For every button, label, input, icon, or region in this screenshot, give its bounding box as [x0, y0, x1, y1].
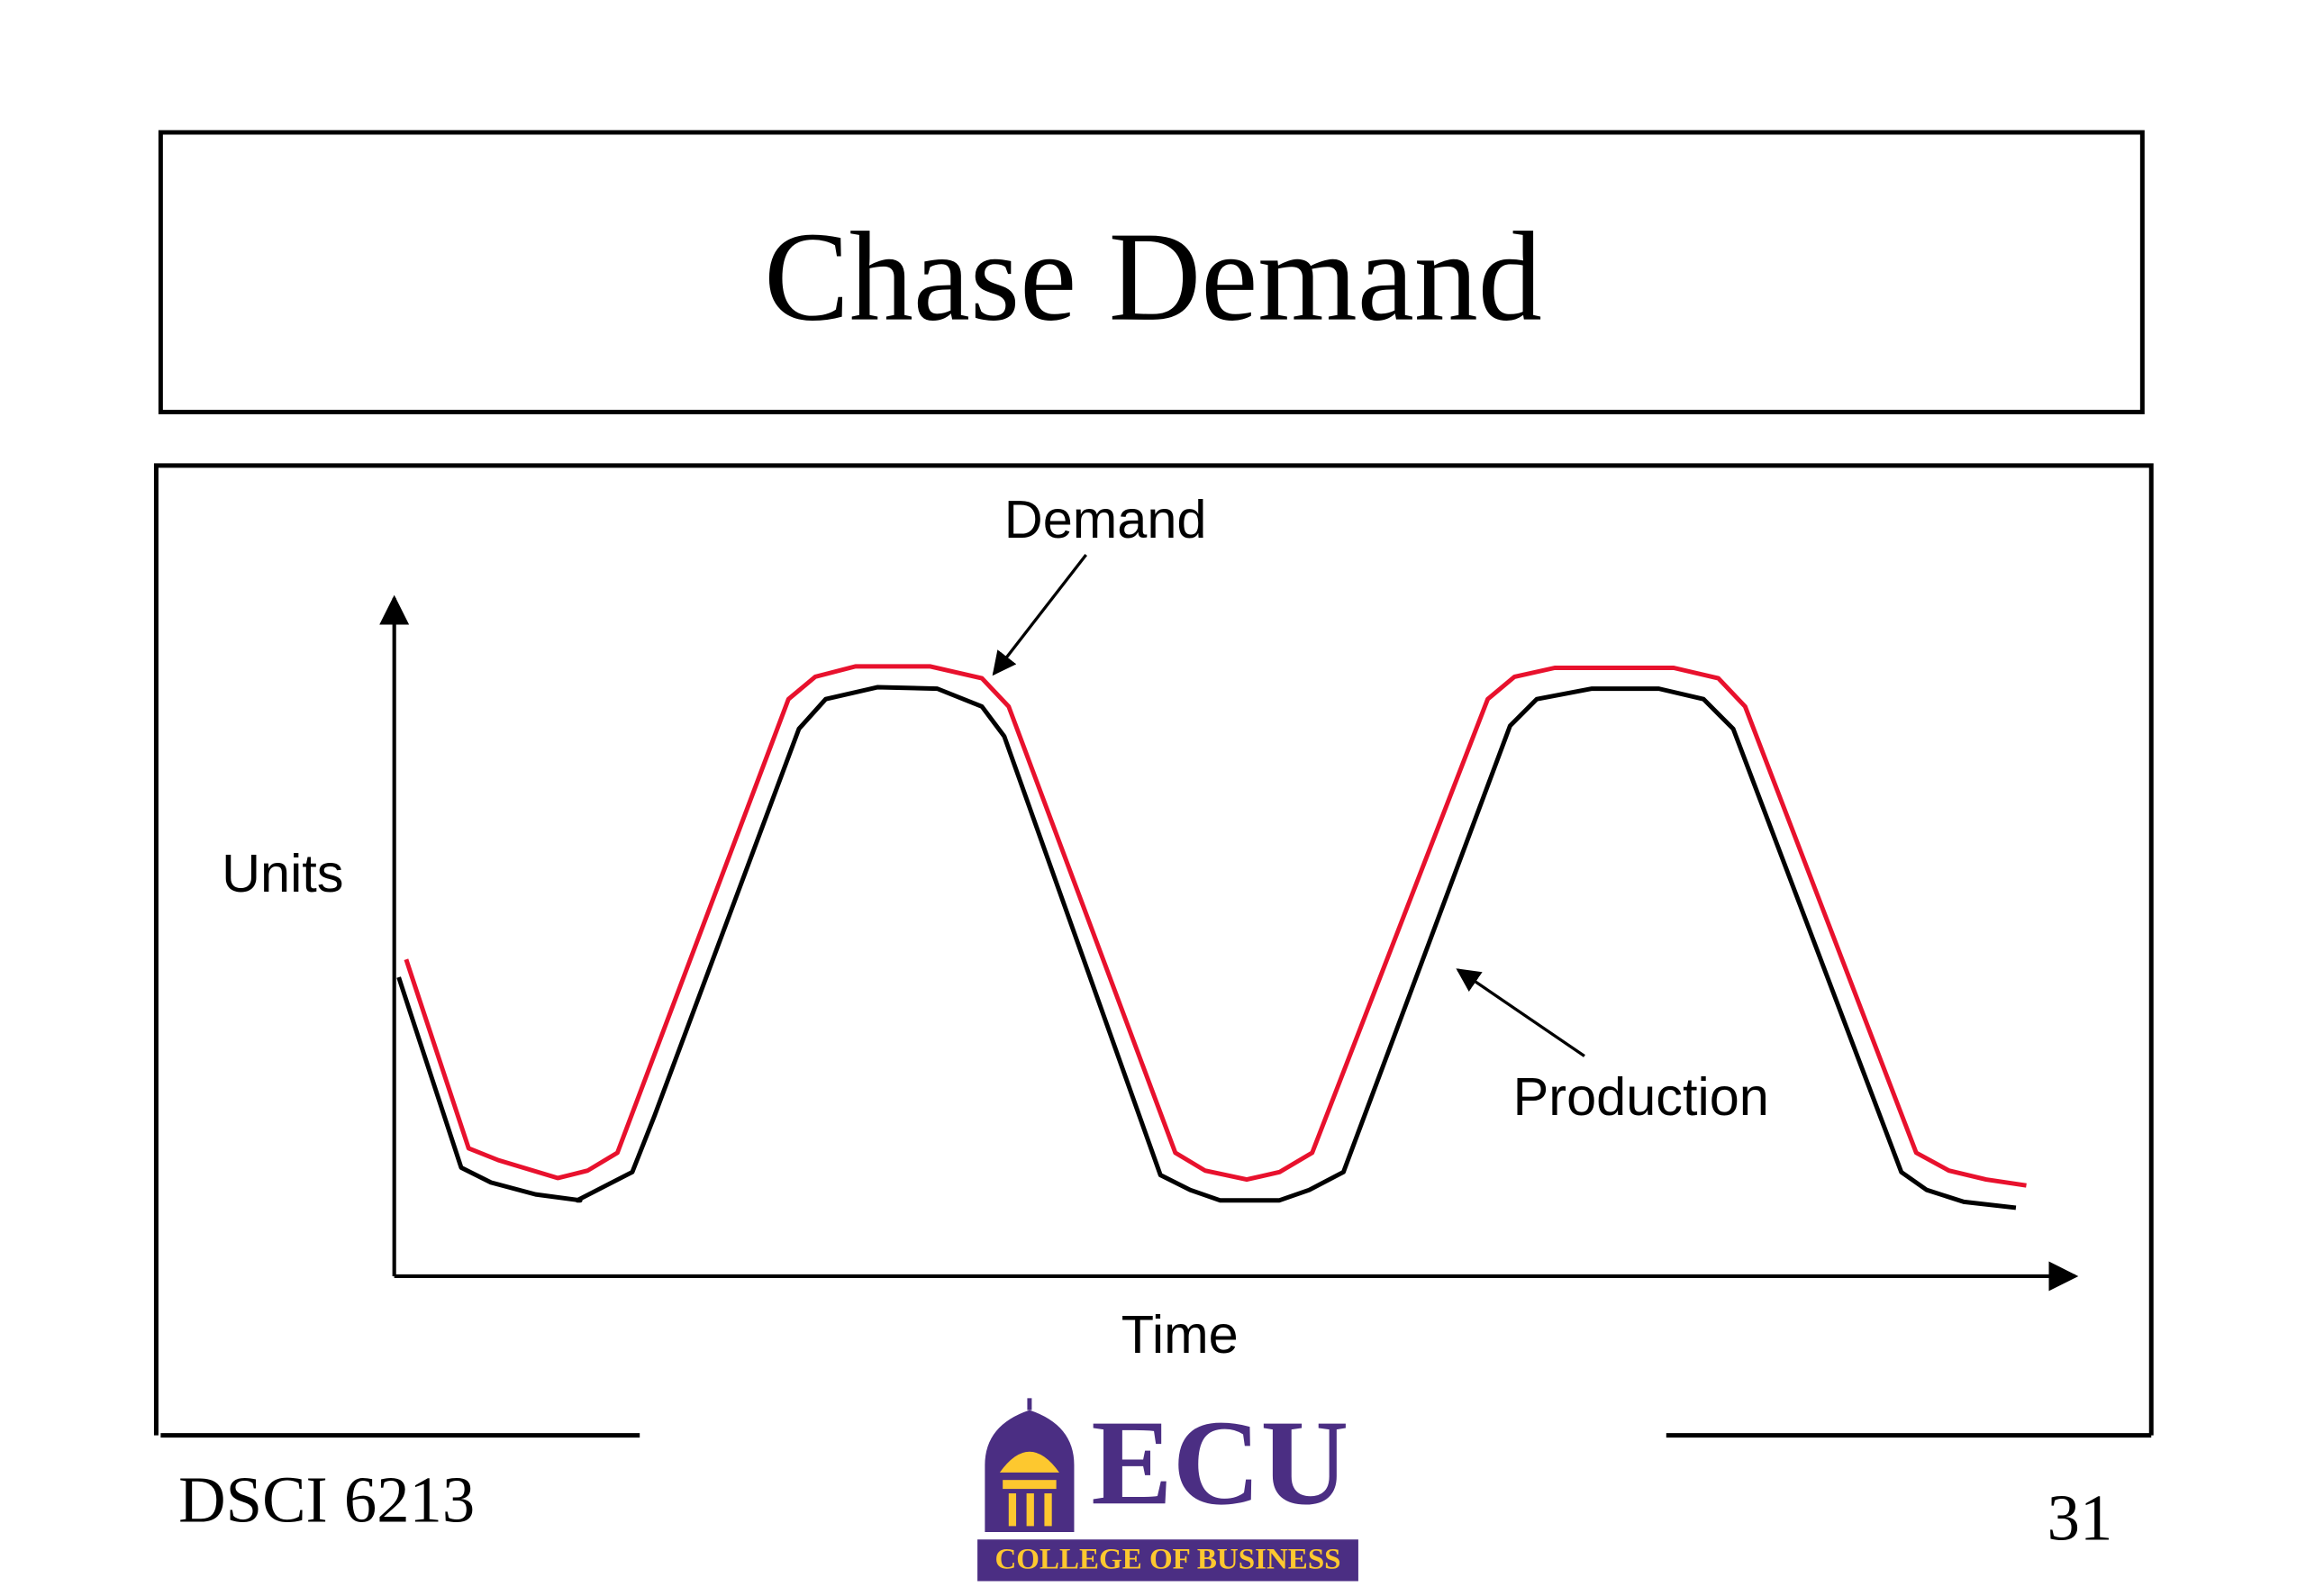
slide-title: Chase Demand [764, 205, 1542, 348]
page-number: 31 [2047, 1481, 2113, 1554]
logo-dome [999, 1451, 1059, 1473]
x-axis-label: Time [1121, 1304, 1239, 1365]
production-arrow [1456, 968, 1585, 1057]
production-label: Production [1513, 1066, 1769, 1127]
logo-banner [977, 1539, 1358, 1582]
demand-curve [404, 664, 2027, 1188]
y-axis-label: Units [222, 843, 343, 903]
logo-column [1008, 1493, 1017, 1527]
production-curve [396, 685, 2017, 1211]
logo-column [1044, 1493, 1052, 1527]
logo-tagline: COLLEGE OF BUSINESS [994, 1544, 1340, 1576]
content-frame [153, 463, 2154, 1436]
title-box [158, 130, 2145, 414]
logo: ECU COLLEGE OF BUSINESS [977, 1395, 1358, 1582]
demand-label: Demand [1004, 489, 1207, 549]
course-code: DSCI 6213 [178, 1464, 475, 1537]
logo-column [1026, 1493, 1034, 1527]
logo-cornice [1003, 1480, 1057, 1490]
demand-arrow [992, 553, 1087, 676]
logo-wordmark: ECU [1091, 1395, 1348, 1530]
